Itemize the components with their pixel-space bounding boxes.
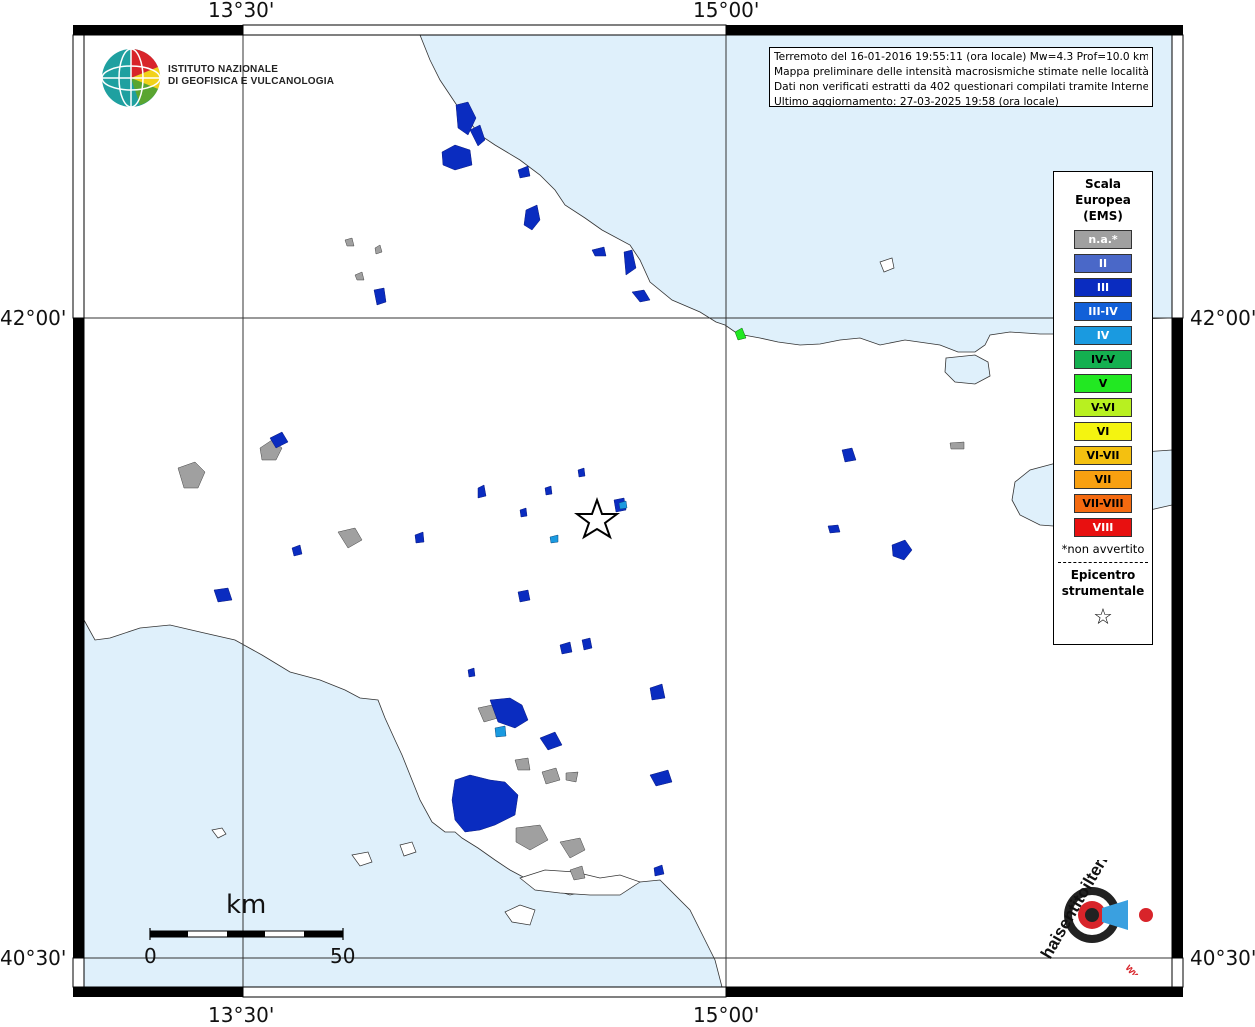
legend-item: VI-VII xyxy=(1074,446,1132,465)
lat-label-right-upper: 42°00' xyxy=(1190,306,1255,330)
lat-label-left-upper: 42°00' xyxy=(0,306,67,330)
legend-item: VIII xyxy=(1074,518,1132,537)
epicenter-star-icon xyxy=(574,497,620,540)
event-info-line4: Ultimo aggiornamento: 27-03-2025 19:58 (… xyxy=(774,96,1059,108)
legend-star-icon: ☆ xyxy=(1093,605,1113,630)
legend-item: VII xyxy=(1074,470,1132,489)
legend-epicenter-label: Epicentro strumentale xyxy=(1054,567,1152,599)
haisentito-url: www. xyxy=(1122,961,1150,975)
legend-note: *non avvertito xyxy=(1061,542,1145,556)
tremiti-island xyxy=(879,257,895,273)
legend-item: VII-VIII xyxy=(1074,494,1132,513)
event-info-box: Terremoto del 16-01-2016 19:55:11 (ora l… xyxy=(769,47,1153,108)
legend-items: n.a.* II III III-IV IV IV-V V V-VI VI VI-VII VII VI… xyxy=(1054,230,1152,537)
legend-item: III xyxy=(1074,278,1132,297)
scale-bar xyxy=(149,928,344,940)
lon-label-top-right: 15°00' xyxy=(693,0,760,22)
scale-unit: km xyxy=(226,890,267,920)
event-info-line2: Mappa preliminare delle intensità macros… xyxy=(774,66,1148,78)
scale-end: 50 xyxy=(330,944,356,968)
legend-item: III-IV xyxy=(1074,302,1132,321)
lat-label-left-lower: 40°30' xyxy=(0,946,67,970)
lon-label-top-left: 13°30' xyxy=(208,0,275,22)
event-info-line1: Terremoto del 16-01-2016 19:55:11 (ora l… xyxy=(774,51,1148,63)
legend-item: II xyxy=(1074,254,1132,273)
legend-title: Scala Europea (EMS) xyxy=(1054,172,1152,224)
intensity-IV-areas xyxy=(494,500,628,738)
haisentito-logo: haisentitoilterremoto.it www. xyxy=(1037,860,1153,975)
intensity-V-area xyxy=(734,327,747,341)
intensity-legend: Scala Europea (EMS) n.a.* II III III-IV IV IV… xyxy=(1053,171,1153,645)
legend-epicenter-line2: strumentale xyxy=(1061,584,1145,598)
ingv-globe-icon xyxy=(101,48,161,108)
legend-item: n.a.* xyxy=(1074,230,1132,249)
legend-title-line2: Europea xyxy=(1075,193,1131,207)
legend-title-line1: Scala xyxy=(1084,177,1122,191)
legend-item: IV xyxy=(1074,326,1132,345)
ingv-name-line2: DI GEOFISICA E VULCANOLOGIA xyxy=(168,76,335,87)
graticule xyxy=(84,35,1172,987)
lon-label-bottom-right: 15°00' xyxy=(693,1003,760,1027)
legend-item: IV-V xyxy=(1074,350,1132,369)
legend-item: V-VI xyxy=(1074,398,1132,417)
legend-title-line3: (EMS) xyxy=(1083,209,1123,223)
ischia-island xyxy=(399,841,417,857)
legend-epicenter-line1: Epicentro xyxy=(1070,568,1136,582)
lon-label-bottom-left: 13°30' xyxy=(208,1003,275,1027)
ventotene-island xyxy=(351,851,373,867)
legend-item: V xyxy=(1074,374,1132,393)
ingv-name: ISTITUTO NAZIONALE DI GEOFISICA E VULCAN… xyxy=(168,64,334,88)
legend-item: VI xyxy=(1074,422,1132,441)
scale-start: 0 xyxy=(144,944,157,968)
legend-separator xyxy=(1058,562,1148,563)
lesina-lagoon xyxy=(944,354,991,385)
lat-label-right-lower: 40°30' xyxy=(1190,946,1255,970)
ponza-island xyxy=(211,827,227,839)
event-info-line3: Dati non verificati estratti da 402 ques… xyxy=(774,81,1148,93)
ingv-name-line1: ISTITUTO NAZIONALE xyxy=(168,64,279,75)
intensity-III-areas xyxy=(213,101,913,877)
adriatic-sea xyxy=(419,35,1172,353)
sorrento-peninsula xyxy=(519,869,641,896)
map-frame xyxy=(72,24,1184,998)
capri-island xyxy=(504,904,536,926)
